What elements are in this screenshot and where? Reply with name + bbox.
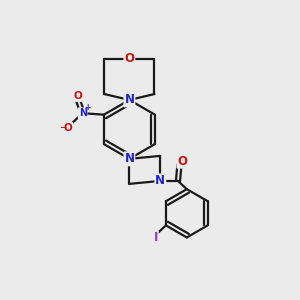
Text: N: N	[124, 152, 134, 165]
Text: −: −	[59, 123, 66, 132]
Text: +: +	[84, 103, 90, 112]
Text: I: I	[153, 231, 158, 244]
Text: O: O	[64, 123, 72, 133]
Text: O: O	[124, 52, 134, 65]
Text: O: O	[73, 91, 82, 101]
Text: N: N	[79, 108, 87, 118]
Text: N: N	[155, 174, 165, 188]
Text: O: O	[177, 155, 188, 168]
Text: N: N	[124, 93, 134, 106]
